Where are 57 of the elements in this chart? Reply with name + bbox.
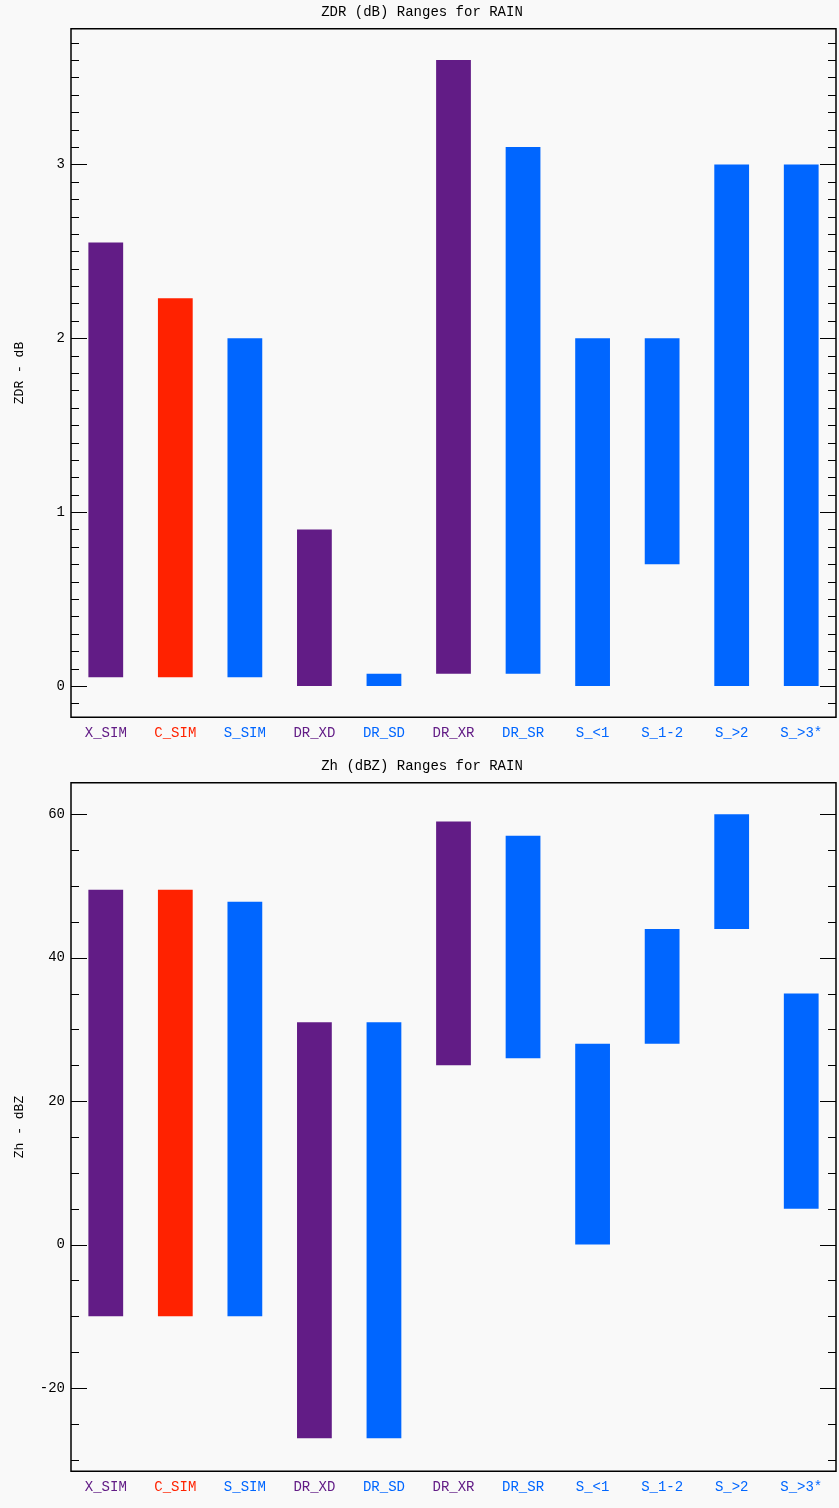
y-tick-label: 20 <box>48 1092 65 1109</box>
x-tick-label: S_SIM <box>223 1479 266 1496</box>
y-tick-label: 2 <box>56 329 65 346</box>
bar <box>88 889 124 1317</box>
x-tick-label: S_<1 <box>575 1479 610 1496</box>
x-tick-label: S_1-2 <box>641 725 684 742</box>
x-tick-label: X_SIM <box>84 1479 127 1496</box>
bar <box>644 338 680 565</box>
bar <box>644 929 680 1044</box>
x-tick-label: X_SIM <box>84 725 127 742</box>
bar <box>366 673 402 686</box>
x-tick-label: S_<1 <box>575 725 610 742</box>
y-axis-title: ZDR - dB <box>12 341 28 405</box>
bar <box>714 164 750 686</box>
bar <box>505 835 541 1059</box>
x-tick-label: S_SIM <box>223 725 266 742</box>
y-axis-title: Zh - dBZ <box>12 1095 28 1159</box>
x-tick-label: S_>2 <box>714 725 749 742</box>
bar <box>227 338 263 678</box>
bar <box>575 1043 610 1245</box>
bar <box>157 889 193 1317</box>
x-tick-label: DR_XR <box>432 1479 476 1496</box>
bar <box>227 901 263 1317</box>
y-tick-label: -20 <box>39 1379 65 1396</box>
x-tick-label: S_1-2 <box>641 1479 684 1496</box>
y-tick-label: 40 <box>48 949 65 966</box>
bar <box>297 529 332 686</box>
bar <box>297 1022 332 1439</box>
x-tick-label: DR_SD <box>362 725 405 742</box>
y-tick-label: 60 <box>48 806 65 823</box>
x-tick-label: C_SIM <box>154 1479 197 1496</box>
bar <box>436 60 471 674</box>
bar <box>783 993 819 1209</box>
x-tick-label: S_>3* <box>780 725 823 742</box>
x-tick-label: S_>2 <box>714 1479 749 1496</box>
y-tick-label: 0 <box>56 677 65 694</box>
bar <box>366 1022 402 1439</box>
x-tick-label: DR_XD <box>293 725 336 742</box>
x-tick-label: DR_SR <box>502 725 545 742</box>
chart-title: ZDR (dB) Ranges for RAIN <box>321 4 523 21</box>
x-tick-label: DR_SD <box>362 1479 405 1496</box>
y-tick-label: 3 <box>56 156 65 173</box>
y-tick-label: 0 <box>56 1236 65 1253</box>
x-tick-label: S_>3* <box>780 1479 823 1496</box>
bar <box>783 164 819 686</box>
x-tick-label: DR_XR <box>432 725 476 742</box>
bar <box>88 242 124 678</box>
bar <box>436 821 471 1066</box>
bar <box>157 298 193 678</box>
x-tick-label: DR_XD <box>293 1479 336 1496</box>
bar <box>575 338 610 686</box>
bar <box>505 147 541 674</box>
x-tick-label: C_SIM <box>154 725 197 742</box>
y-tick-label: 1 <box>56 503 65 520</box>
bar <box>714 814 750 930</box>
chart-title: Zh (dBZ) Ranges for RAIN <box>321 758 523 775</box>
x-tick-label: DR_SR <box>502 1479 545 1496</box>
